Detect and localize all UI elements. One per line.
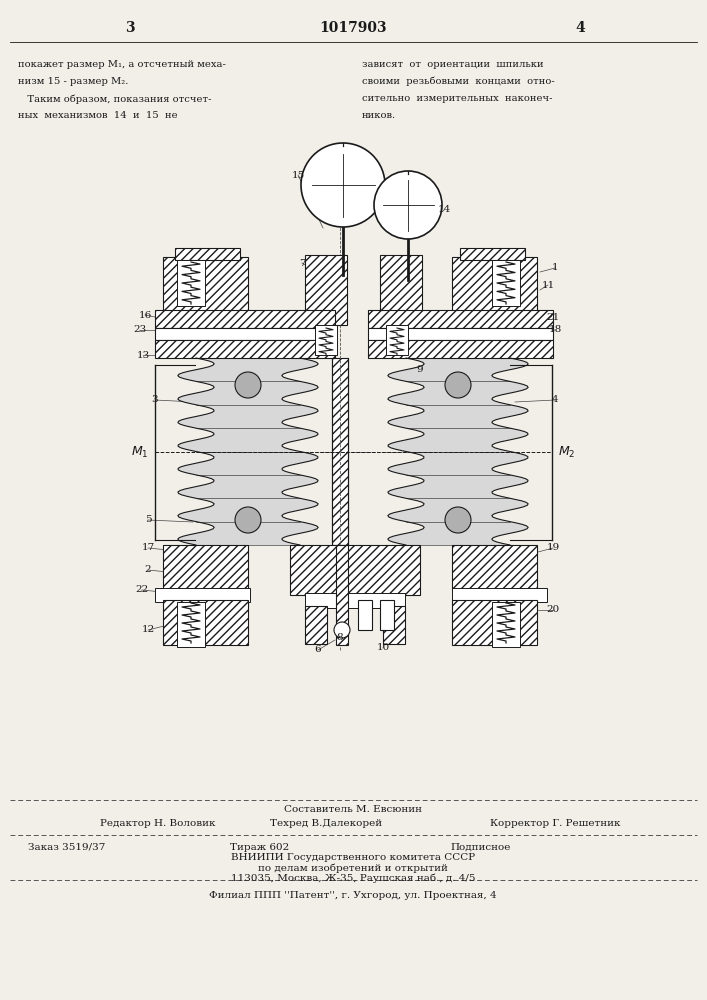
Text: Подписное: Подписное: [450, 842, 510, 852]
Bar: [452, 257, 537, 312]
Circle shape: [445, 372, 471, 398]
Bar: [368, 340, 553, 358]
Text: 12: 12: [141, 626, 155, 635]
Bar: [358, 600, 372, 630]
Text: 19: 19: [547, 544, 560, 552]
Text: Тираж 602: Тираж 602: [230, 842, 290, 852]
Bar: [155, 310, 335, 328]
Bar: [290, 545, 420, 595]
Text: Техред В.Далекорей: Техред В.Далекорей: [270, 818, 382, 828]
Bar: [177, 260, 205, 306]
Bar: [155, 328, 335, 340]
Polygon shape: [388, 358, 528, 545]
Text: $M_1$: $M_1$: [132, 444, 148, 460]
Text: 17: 17: [141, 544, 155, 552]
Text: 15: 15: [291, 170, 305, 180]
Bar: [155, 340, 335, 358]
Text: 8: 8: [337, 634, 344, 643]
Bar: [315, 325, 337, 355]
Bar: [336, 545, 348, 645]
Text: по делам изобретений и открытий: по делам изобретений и открытий: [258, 863, 448, 873]
Text: ВНИИПИ Государственного комитета СССР: ВНИИПИ Государственного комитета СССР: [231, 854, 475, 862]
Text: ников.: ников.: [362, 111, 396, 120]
Bar: [492, 602, 520, 647]
Text: Филиал ППП ''Патент'', г. Ухгород, ул. Проектная, 4: Филиал ППП ''Патент'', г. Ухгород, ул. П…: [209, 890, 497, 900]
Bar: [163, 257, 248, 312]
Bar: [163, 545, 248, 590]
Bar: [332, 358, 348, 545]
Text: 1: 1: [551, 263, 559, 272]
Text: 6: 6: [315, 646, 321, 654]
Text: $M_2$: $M_2$: [559, 444, 575, 460]
Text: 20: 20: [547, 605, 560, 614]
Text: 4: 4: [551, 395, 559, 404]
Bar: [383, 606, 405, 644]
Text: низм 15 - размер М₂.: низм 15 - размер М₂.: [18, 77, 129, 86]
Text: 10: 10: [376, 644, 390, 652]
Text: ных  механизмов  14  и  15  не: ных механизмов 14 и 15 не: [18, 111, 177, 120]
Text: покажет размер М₁, а отсчетный меха-: покажет размер М₁, а отсчетный меха-: [18, 60, 226, 69]
Text: 7: 7: [298, 258, 305, 267]
Bar: [452, 545, 537, 590]
Bar: [368, 328, 553, 340]
Bar: [177, 602, 205, 647]
Text: 11: 11: [542, 280, 554, 290]
Text: Таким образом, показания отсчет-: Таким образом, показания отсчет-: [18, 94, 211, 104]
Text: 21: 21: [547, 314, 560, 322]
Text: 3: 3: [152, 395, 158, 404]
Text: 3: 3: [125, 21, 135, 35]
Text: 22: 22: [135, 585, 148, 594]
Text: 1017903: 1017903: [319, 21, 387, 35]
Text: 113035, Москва, Ж-35, Раушская наб., д. 4/5: 113035, Москва, Ж-35, Раушская наб., д. …: [230, 873, 475, 883]
Circle shape: [301, 143, 385, 227]
Text: 18: 18: [549, 326, 561, 334]
Bar: [163, 600, 248, 645]
Text: Заказ 3519/37: Заказ 3519/37: [28, 842, 105, 852]
Circle shape: [235, 372, 261, 398]
Text: 14: 14: [438, 206, 450, 215]
Text: 5: 5: [145, 516, 151, 524]
Text: зависят  от  ориентации  шпильки: зависят от ориентации шпильки: [362, 60, 544, 69]
Text: Составитель М. Евсюнин: Составитель М. Евсюнин: [284, 806, 422, 814]
Bar: [175, 248, 240, 260]
Polygon shape: [177, 358, 318, 545]
Text: 13: 13: [136, 351, 150, 360]
Circle shape: [445, 507, 471, 533]
Text: Корректор Г. Решетник: Корректор Г. Решетник: [490, 818, 621, 828]
Circle shape: [334, 622, 350, 638]
Bar: [386, 325, 408, 355]
Bar: [452, 600, 537, 645]
Text: Редактор Н. Воловик: Редактор Н. Воловик: [100, 818, 216, 828]
Bar: [305, 255, 347, 325]
Bar: [155, 588, 250, 602]
Bar: [368, 310, 553, 328]
Text: 9: 9: [416, 365, 423, 374]
Text: 16: 16: [139, 310, 151, 320]
Text: 2: 2: [145, 566, 151, 574]
Bar: [305, 606, 327, 644]
Bar: [305, 593, 405, 608]
Text: 23: 23: [134, 326, 146, 334]
Bar: [460, 248, 525, 260]
Circle shape: [235, 507, 261, 533]
Circle shape: [374, 171, 442, 239]
Text: сительно  измерительных  наконеч-: сительно измерительных наконеч-: [362, 94, 552, 103]
Bar: [492, 260, 520, 306]
Bar: [380, 255, 422, 325]
Text: своими  резьбовыми  концами  отно-: своими резьбовыми концами отно-: [362, 77, 555, 87]
Bar: [380, 600, 394, 630]
Text: 4: 4: [575, 21, 585, 35]
Bar: [452, 588, 547, 602]
